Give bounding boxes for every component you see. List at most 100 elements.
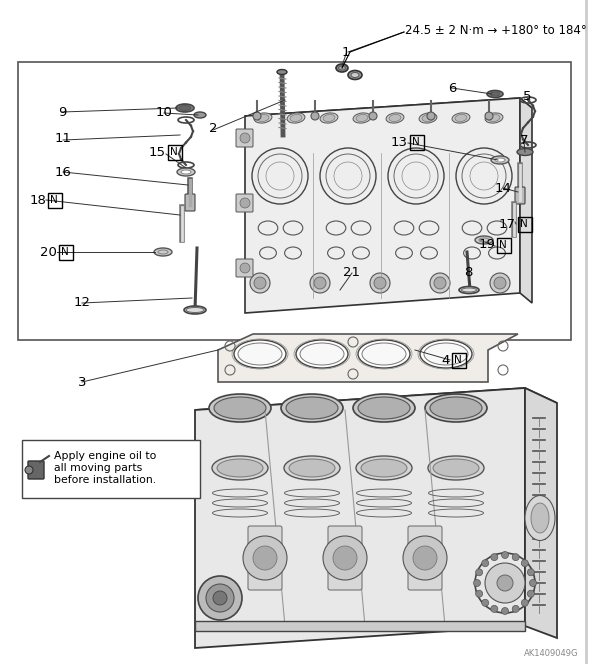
Circle shape: [370, 273, 390, 293]
Ellipse shape: [277, 70, 287, 74]
Circle shape: [485, 112, 493, 120]
Ellipse shape: [209, 394, 271, 422]
Text: 18: 18: [29, 193, 46, 207]
Text: 16: 16: [54, 165, 71, 179]
Text: 4: 4: [442, 353, 450, 367]
Ellipse shape: [459, 286, 479, 293]
Ellipse shape: [238, 343, 282, 365]
Ellipse shape: [217, 459, 263, 477]
Ellipse shape: [234, 340, 286, 368]
Ellipse shape: [455, 114, 467, 122]
Circle shape: [522, 560, 528, 566]
Ellipse shape: [452, 113, 470, 123]
FancyBboxPatch shape: [22, 440, 200, 498]
Ellipse shape: [184, 306, 206, 314]
Ellipse shape: [424, 343, 468, 365]
Text: 8: 8: [464, 266, 472, 278]
Ellipse shape: [177, 168, 195, 176]
Ellipse shape: [491, 156, 509, 164]
Ellipse shape: [422, 114, 434, 122]
Ellipse shape: [353, 394, 415, 422]
Circle shape: [512, 554, 519, 560]
FancyBboxPatch shape: [28, 461, 44, 479]
Ellipse shape: [531, 503, 549, 533]
Circle shape: [527, 569, 535, 576]
Ellipse shape: [358, 340, 410, 368]
Ellipse shape: [257, 114, 269, 122]
Polygon shape: [195, 388, 525, 648]
Circle shape: [490, 273, 510, 293]
Ellipse shape: [361, 459, 407, 477]
Ellipse shape: [525, 495, 555, 540]
Text: 6: 6: [448, 82, 456, 94]
Ellipse shape: [353, 113, 371, 123]
Ellipse shape: [186, 307, 204, 313]
FancyBboxPatch shape: [236, 129, 253, 147]
Ellipse shape: [485, 113, 503, 123]
Ellipse shape: [181, 170, 191, 174]
Text: N: N: [412, 137, 420, 147]
FancyBboxPatch shape: [248, 526, 282, 590]
Circle shape: [529, 580, 536, 586]
Ellipse shape: [495, 158, 505, 162]
Text: 15: 15: [149, 145, 166, 159]
Ellipse shape: [356, 456, 412, 480]
Ellipse shape: [179, 106, 191, 110]
Ellipse shape: [296, 340, 348, 368]
Circle shape: [481, 560, 489, 566]
Circle shape: [240, 198, 250, 208]
Circle shape: [474, 580, 480, 586]
Circle shape: [310, 273, 330, 293]
Ellipse shape: [287, 113, 305, 123]
Circle shape: [206, 584, 234, 612]
Ellipse shape: [286, 397, 338, 419]
Circle shape: [369, 112, 377, 120]
Ellipse shape: [254, 113, 272, 123]
Circle shape: [430, 273, 450, 293]
Circle shape: [323, 536, 367, 580]
Text: 7: 7: [520, 133, 528, 147]
Circle shape: [434, 277, 446, 289]
Ellipse shape: [289, 459, 335, 477]
FancyBboxPatch shape: [195, 621, 525, 631]
Ellipse shape: [320, 113, 338, 123]
FancyBboxPatch shape: [408, 526, 442, 590]
Circle shape: [374, 277, 386, 289]
Text: Apply engine oil to
all moving parts
before installation.: Apply engine oil to all moving parts bef…: [54, 452, 156, 485]
Ellipse shape: [386, 113, 404, 123]
Text: 2: 2: [209, 122, 217, 135]
Ellipse shape: [420, 340, 472, 368]
Text: AK1409049G: AK1409049G: [523, 649, 578, 658]
Polygon shape: [245, 98, 520, 313]
Ellipse shape: [284, 456, 340, 480]
Ellipse shape: [300, 343, 344, 365]
Text: 5: 5: [523, 90, 531, 104]
Ellipse shape: [339, 66, 346, 70]
Polygon shape: [520, 98, 532, 303]
Circle shape: [527, 590, 535, 597]
Text: 10: 10: [156, 106, 172, 118]
Text: 21: 21: [343, 266, 360, 278]
Ellipse shape: [475, 236, 493, 244]
Circle shape: [491, 554, 498, 560]
Circle shape: [254, 277, 266, 289]
Circle shape: [413, 546, 437, 570]
Text: 19: 19: [478, 238, 495, 252]
Ellipse shape: [212, 456, 268, 480]
Circle shape: [314, 277, 326, 289]
Ellipse shape: [351, 72, 359, 78]
Circle shape: [311, 112, 319, 120]
Polygon shape: [245, 98, 532, 126]
Text: 14: 14: [494, 181, 512, 195]
Circle shape: [485, 563, 525, 603]
Text: N: N: [61, 247, 69, 257]
Text: N: N: [520, 219, 528, 229]
Circle shape: [476, 569, 483, 576]
Ellipse shape: [154, 248, 172, 256]
Ellipse shape: [419, 113, 437, 123]
Text: N: N: [499, 240, 507, 250]
Ellipse shape: [194, 112, 206, 118]
Text: 13: 13: [391, 135, 408, 149]
FancyBboxPatch shape: [328, 526, 362, 590]
Ellipse shape: [214, 397, 266, 419]
